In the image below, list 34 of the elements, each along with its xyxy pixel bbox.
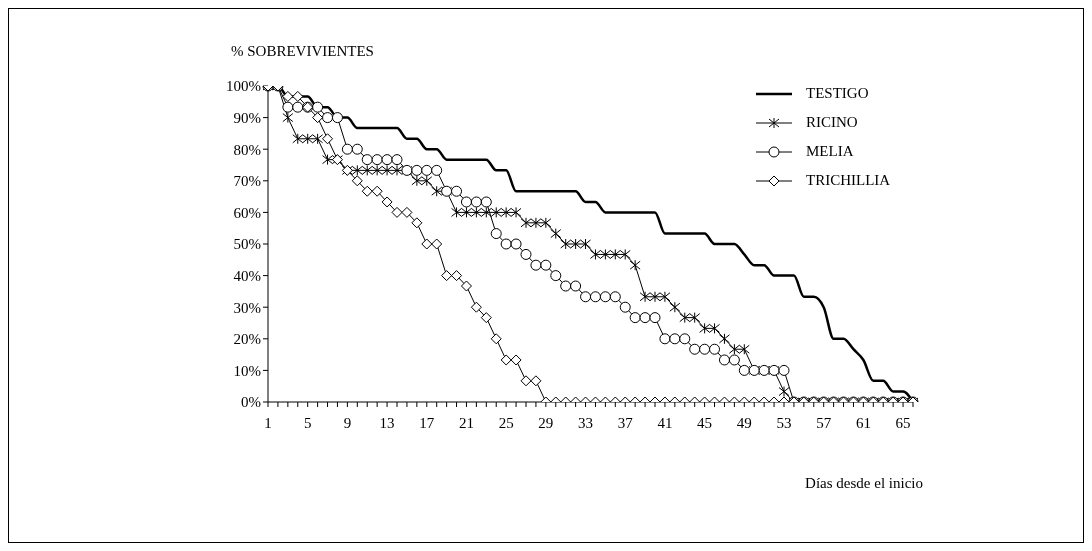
y-tick-label: 30% — [233, 299, 261, 316]
x-tick-label: 17 — [419, 414, 435, 431]
x-tick-label: 33 — [578, 414, 594, 431]
x-tick-label: 29 — [538, 414, 554, 431]
y-tick-label: 10% — [233, 362, 261, 379]
y-tick-label: 70% — [233, 173, 261, 190]
x-tick-label: 37 — [617, 414, 634, 431]
y-tick-label: 50% — [233, 236, 261, 253]
x-tick-label: 61 — [855, 414, 871, 431]
y-axis-title: % SOBREVIVIENTES — [231, 43, 374, 60]
x-tick-label: 65 — [895, 414, 911, 431]
x-tick-label: 21 — [458, 414, 474, 431]
x-axis-title: Días desde el inicio — [805, 475, 923, 492]
x-tick-label: 53 — [776, 414, 792, 431]
y-tick-label: 80% — [233, 141, 261, 158]
x-tick-label: 13 — [379, 414, 395, 431]
legend-label: TRICHILLIA — [806, 172, 891, 189]
x-tick-label: 9 — [343, 414, 352, 431]
y-tick-label: 60% — [233, 204, 261, 221]
y-tick-label: 0% — [241, 394, 261, 411]
x-tick-label: 57 — [816, 414, 832, 431]
x-tick-label: 49 — [736, 414, 752, 431]
y-tick-label: 20% — [233, 331, 261, 348]
x-tick-label: 25 — [498, 414, 514, 431]
legend-label: TESTIGO — [806, 85, 869, 102]
y-tick-label: 90% — [233, 109, 261, 126]
x-tick-label: 5 — [303, 414, 312, 431]
y-tick-label: 100% — [226, 78, 261, 95]
legend-label: MELIA — [806, 143, 854, 160]
x-tick-label: 1 — [264, 414, 272, 431]
x-tick-label: 45 — [697, 414, 713, 431]
legend-label: RICINO — [806, 114, 858, 131]
y-tick-label: 40% — [233, 267, 261, 284]
x-tick-label: 41 — [657, 414, 673, 431]
